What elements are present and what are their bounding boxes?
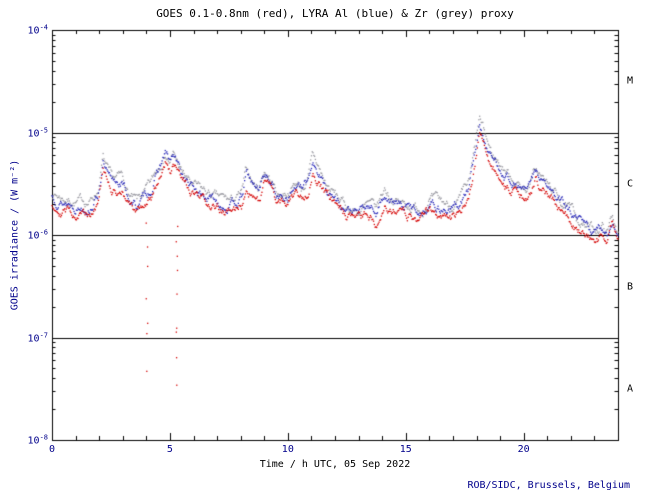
y-tick-label: 10-5 [27,125,48,140]
y-axis-label: GOES irradiance / (W m⁻²) [9,159,21,311]
flare-class-label-b: B [627,281,634,293]
credit-text: ROB/SIDC, Brussels, Belgium [467,480,630,491]
x-tick-label: 0 [48,444,56,455]
flare-class-label-c: C [627,178,634,190]
y-tick-label: 10-4 [27,23,48,37]
y-tick-label: 10-7 [27,330,48,345]
flare-class-label-m: M [627,75,634,87]
x-tick-label: 15 [399,444,412,455]
x-tick-label: 10 [281,444,294,455]
x-tick-label: 20 [517,444,530,455]
y-tick-label: 10-8 [27,433,48,447]
chart-title: GOES 0.1-0.8nm (red), LYRA Al (blue) & Z… [156,7,514,20]
y-tick-label: 10-6 [27,228,48,242]
x-axis-label: Time / h UTC, 05 Sep 2022 [259,459,411,470]
flare-class-label-a: A [627,383,634,395]
x-tick-label: 5 [166,444,173,455]
